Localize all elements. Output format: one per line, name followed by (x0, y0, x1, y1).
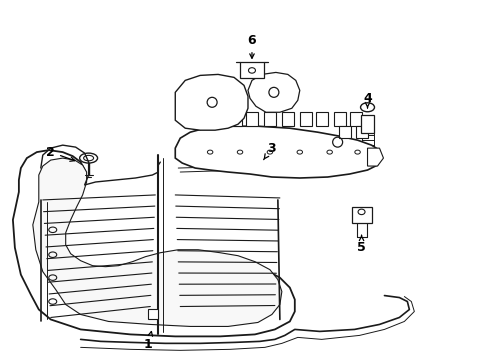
Text: 4: 4 (363, 92, 371, 108)
Polygon shape (240, 62, 264, 78)
Polygon shape (360, 115, 374, 133)
Polygon shape (349, 112, 361, 126)
Polygon shape (299, 112, 311, 126)
Polygon shape (245, 112, 258, 126)
Polygon shape (13, 150, 294, 336)
Polygon shape (194, 112, 206, 126)
Polygon shape (367, 148, 383, 166)
Polygon shape (247, 72, 299, 112)
Polygon shape (351, 207, 371, 223)
Polygon shape (338, 126, 350, 138)
Text: 1: 1 (143, 332, 152, 351)
Polygon shape (229, 112, 242, 126)
Polygon shape (175, 75, 247, 130)
Polygon shape (281, 112, 293, 126)
Polygon shape (175, 126, 381, 178)
Polygon shape (264, 112, 275, 126)
Text: 2: 2 (46, 145, 75, 161)
Polygon shape (212, 112, 224, 126)
Text: 6: 6 (247, 34, 256, 58)
Text: 3: 3 (263, 141, 276, 160)
Polygon shape (333, 112, 345, 126)
Polygon shape (315, 112, 327, 126)
Polygon shape (148, 310, 158, 319)
Polygon shape (355, 126, 367, 138)
Text: 5: 5 (356, 235, 365, 254)
Polygon shape (33, 158, 281, 327)
